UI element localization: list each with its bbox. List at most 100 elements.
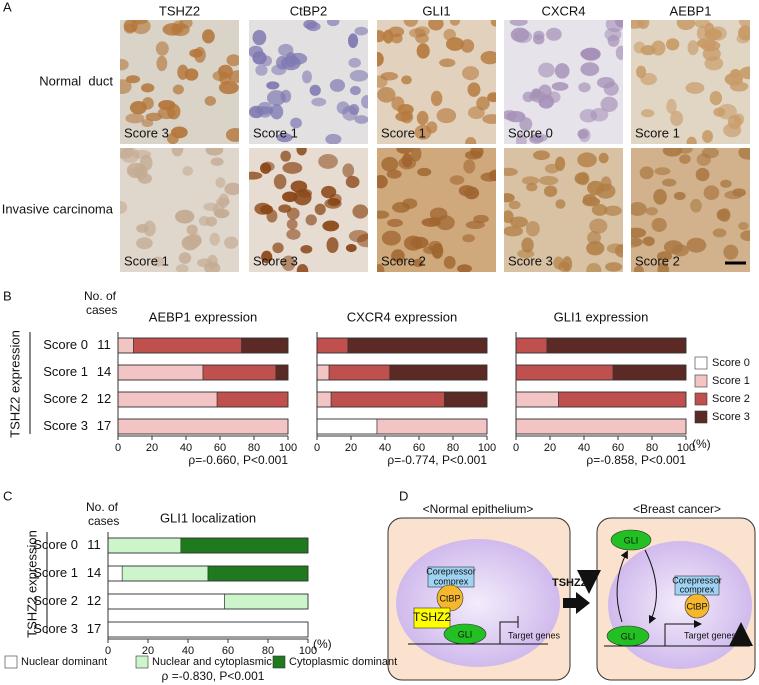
case-count: 12 bbox=[97, 391, 111, 406]
x-tick-label: 40 bbox=[182, 645, 194, 657]
cell-nucleus bbox=[439, 58, 456, 68]
cell-nucleus bbox=[696, 25, 708, 41]
big-arrow bbox=[563, 592, 590, 614]
x-tick-label: 0 bbox=[115, 442, 121, 454]
score-label: Score 0 bbox=[508, 125, 553, 140]
column-header: TSHZ2 bbox=[159, 3, 200, 18]
cell-nucleus bbox=[642, 236, 655, 246]
row-label: Score 1 bbox=[33, 565, 78, 580]
bar-segment bbox=[275, 364, 289, 381]
cell-nucleus bbox=[615, 45, 623, 60]
cell-nucleus bbox=[445, 37, 464, 51]
nucleus bbox=[608, 541, 752, 669]
cell-nucleus bbox=[325, 133, 342, 144]
x-tick-label: 0 bbox=[513, 442, 519, 454]
x-tick-label: 40 bbox=[379, 442, 391, 454]
cell-nucleus bbox=[349, 85, 361, 96]
cell-nucleus bbox=[260, 55, 273, 67]
cell-nucleus bbox=[175, 209, 195, 224]
x-tick-label: 80 bbox=[262, 645, 274, 657]
column-header: CXCR4 bbox=[541, 3, 585, 18]
cell-nucleus bbox=[314, 203, 326, 216]
score-label: Score 2 bbox=[381, 253, 426, 268]
bar-segment bbox=[376, 418, 488, 435]
cell-nucleus bbox=[480, 50, 496, 65]
micrograph bbox=[249, 20, 368, 144]
cell-nucleus bbox=[529, 134, 544, 144]
cell-nucleus bbox=[739, 66, 750, 80]
cell-nucleus bbox=[401, 75, 412, 85]
cell-nucleus bbox=[533, 34, 545, 45]
cell-nucleus bbox=[354, 115, 368, 124]
cell-nucleus bbox=[414, 124, 432, 140]
cell-nucleus bbox=[226, 54, 239, 67]
bar-segment bbox=[224, 593, 309, 610]
cell-nucleus bbox=[120, 201, 128, 214]
cell-nucleus bbox=[120, 79, 132, 94]
case-count: 12 bbox=[87, 593, 101, 608]
cell-nucleus bbox=[409, 28, 426, 38]
bar-segment bbox=[107, 593, 225, 610]
cell-nucleus bbox=[712, 228, 727, 238]
score-label: Score 3 bbox=[508, 253, 553, 268]
row-label: Score 0 bbox=[33, 537, 78, 552]
cell-nucleus bbox=[280, 89, 292, 103]
cell-nucleus bbox=[462, 234, 475, 243]
cell-nucleus bbox=[509, 216, 528, 228]
x-tick-label: 20 bbox=[146, 442, 158, 454]
cell-nucleus bbox=[740, 230, 750, 242]
cell-nucleus bbox=[421, 217, 441, 227]
cell-nucleus bbox=[676, 20, 696, 31]
cell-nucleus bbox=[657, 262, 670, 272]
x-tick-label: 100 bbox=[677, 442, 695, 454]
legend-swatch bbox=[4, 655, 18, 669]
cell-nucleus bbox=[487, 92, 496, 103]
cell-nucleus bbox=[120, 148, 140, 164]
cell-nucleus bbox=[490, 20, 496, 27]
diagram-title: <Breast cancer> bbox=[633, 502, 721, 516]
cell-nucleus bbox=[545, 27, 562, 41]
cell-nucleus bbox=[280, 150, 291, 162]
cell-nucleus bbox=[281, 255, 296, 271]
cell-nucleus bbox=[131, 20, 148, 25]
cell-nucleus bbox=[738, 222, 749, 231]
cell-nucleus bbox=[645, 207, 658, 216]
cell-nucleus bbox=[266, 209, 278, 223]
cell-nucleus bbox=[120, 58, 129, 71]
cell-nucleus bbox=[521, 176, 539, 185]
cell-nucleus bbox=[598, 152, 609, 164]
cell-nucleus bbox=[141, 83, 155, 93]
x-tick-label: 80 bbox=[447, 442, 459, 454]
x-tick-label: 20 bbox=[345, 442, 357, 454]
cell-nucleus bbox=[252, 29, 267, 46]
panel-label: A bbox=[3, 0, 12, 14]
score-label: Score 2 bbox=[635, 253, 680, 268]
bar-segment bbox=[216, 391, 289, 408]
cell-nucleus bbox=[326, 237, 339, 254]
cell-nucleus bbox=[206, 254, 218, 270]
case-count: 11 bbox=[97, 337, 111, 352]
column-header: AEBP1 bbox=[670, 3, 712, 18]
corepressor-label: comprex bbox=[434, 576, 469, 586]
cell-nucleus bbox=[377, 75, 388, 88]
annotation: ρ=-0.660, P<0.001 bbox=[188, 453, 288, 467]
cell-nucleus bbox=[639, 166, 654, 180]
tissue-background bbox=[120, 20, 239, 144]
bar-segment bbox=[316, 418, 378, 435]
cell-nucleus bbox=[614, 244, 623, 258]
bar-segment bbox=[107, 537, 182, 554]
x-tick-label: 80 bbox=[646, 442, 658, 454]
bar-segment bbox=[316, 337, 349, 354]
cell-nucleus bbox=[205, 216, 218, 227]
cell-nucleus bbox=[702, 129, 714, 143]
cell-nucleus bbox=[687, 40, 699, 56]
cell-nucleus bbox=[392, 202, 410, 213]
bar-segment bbox=[180, 537, 309, 554]
cell-nucleus bbox=[543, 185, 558, 197]
cell-nucleus bbox=[465, 137, 477, 144]
ctbp-label: CtBP bbox=[686, 601, 707, 611]
cell-nucleus bbox=[449, 175, 465, 185]
bar-segment bbox=[202, 364, 277, 381]
row-label: Score 2 bbox=[43, 391, 88, 406]
cell-nucleus bbox=[596, 76, 615, 89]
